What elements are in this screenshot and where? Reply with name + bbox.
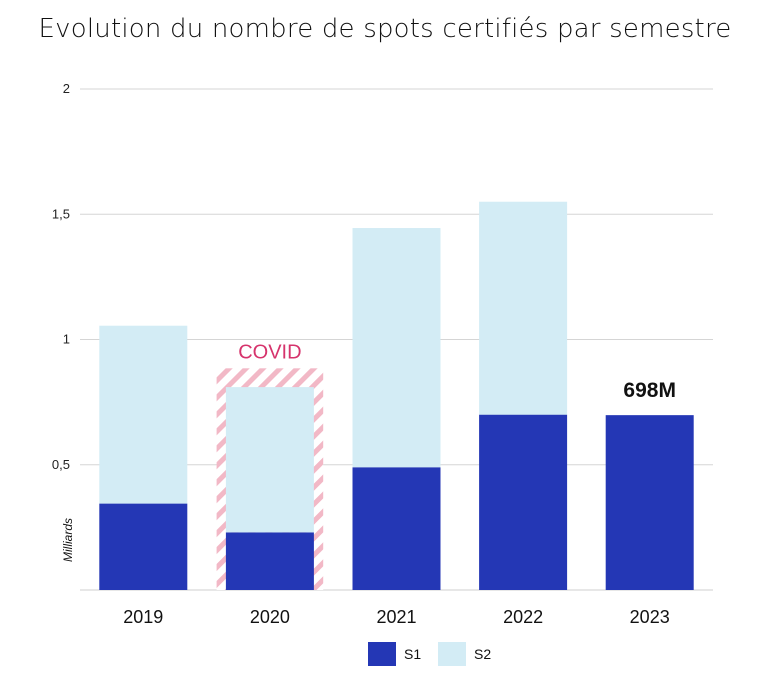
bar-s2-2021[interactable] bbox=[352, 228, 441, 468]
covid-annotation: COVID bbox=[238, 341, 301, 363]
bar-s1-2019[interactable] bbox=[99, 503, 188, 590]
legend-label-s1: S1 bbox=[404, 646, 421, 662]
chart-title: Evolution du nombre de spots certifiés p… bbox=[38, 14, 732, 44]
y-tick-label: 1 bbox=[63, 332, 70, 347]
legend-swatch-s2[interactable] bbox=[438, 642, 466, 666]
bar-s1-2023[interactable] bbox=[605, 415, 694, 590]
x-tick-label-2020: 2020 bbox=[250, 607, 290, 627]
bar-s2-2022[interactable] bbox=[479, 201, 568, 415]
bar-s2-2019[interactable] bbox=[99, 325, 188, 504]
data-label-2023: 698M bbox=[623, 379, 676, 402]
bar-s1-2020[interactable] bbox=[225, 532, 314, 590]
y-tick-label: 0,5 bbox=[52, 457, 70, 472]
x-tick-label-2022: 2022 bbox=[503, 607, 543, 627]
legend-label-s2: S2 bbox=[474, 646, 491, 662]
bar-s1-2022[interactable] bbox=[479, 414, 568, 590]
x-tick-label-2019: 2019 bbox=[123, 607, 163, 627]
y-tick-label: 2 bbox=[63, 81, 70, 96]
x-tick-label-2023: 2023 bbox=[630, 607, 670, 627]
x-tick-label-2021: 2021 bbox=[376, 607, 416, 627]
y-tick-label: 1,5 bbox=[52, 206, 70, 221]
legend-swatch-s1[interactable] bbox=[368, 642, 396, 666]
bar-s1-2021[interactable] bbox=[352, 467, 441, 590]
bar-s2-2020[interactable] bbox=[225, 387, 314, 533]
y-axis-label: Milliards bbox=[61, 518, 75, 562]
